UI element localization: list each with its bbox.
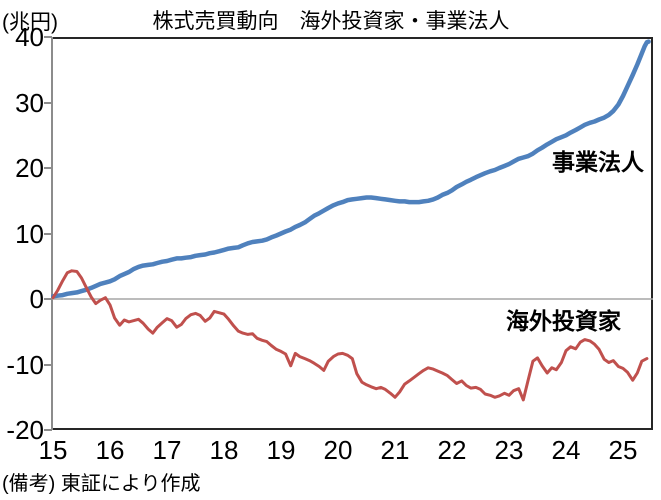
y-tick-mark: [44, 167, 52, 169]
y-tick-mark: [44, 363, 52, 366]
y-tick-label-10: 10: [15, 218, 44, 249]
y-tick-label-30: 30: [15, 87, 44, 118]
x-tick-label-24: 24: [551, 435, 581, 465]
plot-area: [51, 37, 653, 430]
x-tick-label-22: 22: [437, 435, 467, 465]
x-tick-label-18: 18: [209, 435, 239, 465]
y-axis-unit-label: (兆円): [2, 11, 58, 34]
y-tick-label-40: 40: [15, 22, 44, 52]
y-tick-label--20: -20: [6, 415, 44, 445]
series-label-business-corporations: 事業法人: [552, 149, 644, 175]
y-tick-mark: [44, 232, 52, 235]
x-tick-label-25: 25: [608, 435, 638, 465]
x-tick-label-20: 20: [323, 435, 353, 465]
series-line-1: [51, 269, 649, 402]
x-tick-label-15: 15: [38, 435, 68, 465]
y-tick-label-0: 0: [29, 284, 44, 314]
series-line-0: [51, 39, 651, 299]
y-tick-mark: [44, 298, 52, 300]
x-tick-label-21: 21: [380, 435, 410, 465]
y-tick-mark: [44, 101, 52, 104]
x-tick-label-23: 23: [494, 435, 524, 465]
x-tick-label-16: 16: [95, 435, 125, 465]
y-tick-mark: [44, 429, 52, 431]
series-label-foreign-investors: 海外投資家: [506, 308, 621, 334]
chart-title: 株式売買動向 海外投資家・事業法人: [152, 10, 510, 33]
x-tick-label-17: 17: [152, 435, 182, 465]
plot-canvas: [51, 37, 653, 430]
y-tick-mark: [44, 36, 52, 38]
x-tick-label-19: 19: [266, 435, 296, 465]
y-tick-label-20: 20: [15, 153, 44, 183]
y-tick-label--10: -10: [6, 349, 44, 380]
source-note: (備考) 東証により作成: [2, 473, 201, 495]
